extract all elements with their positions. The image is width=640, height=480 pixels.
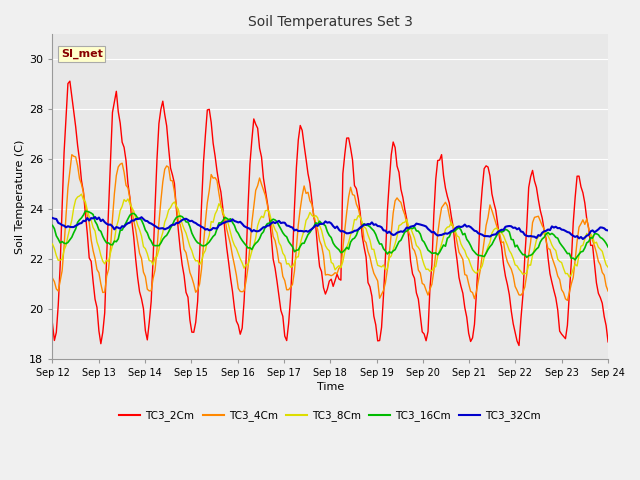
Title: Soil Temperatures Set 3: Soil Temperatures Set 3: [248, 15, 413, 29]
Y-axis label: Soil Temperature (C): Soil Temperature (C): [15, 139, 25, 254]
Text: SI_met: SI_met: [61, 49, 102, 60]
Legend: TC3_2Cm, TC3_4Cm, TC3_8Cm, TC3_16Cm, TC3_32Cm: TC3_2Cm, TC3_4Cm, TC3_8Cm, TC3_16Cm, TC3…: [115, 406, 545, 426]
X-axis label: Time: Time: [317, 382, 344, 392]
